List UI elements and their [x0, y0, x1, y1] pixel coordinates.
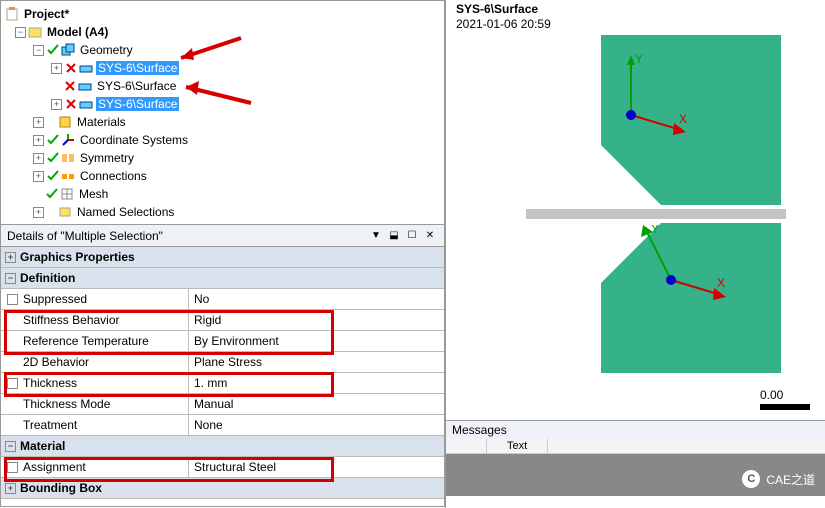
check-icon: [45, 187, 59, 201]
pin-icon[interactable]: ⬓: [386, 228, 402, 244]
materials-icon: [58, 115, 72, 129]
graphics-viewport[interactable]: SYS-6\Surface 2021-01-06 20:59 YX YX 0.0…: [446, 0, 825, 420]
x-icon: [64, 97, 78, 111]
checkbox[interactable]: [7, 294, 18, 305]
x-icon: [64, 61, 78, 75]
coords-label: Coordinate Systems: [78, 133, 190, 147]
viewport-date: 2021-01-06 20:59: [456, 17, 551, 31]
expander-icon[interactable]: +: [33, 153, 44, 164]
surface-label: SYS-6\Surface: [96, 97, 179, 111]
expander-icon[interactable]: −: [33, 45, 44, 56]
clipboard-icon: [5, 7, 19, 21]
row-treatment[interactable]: TreatmentNone: [1, 415, 444, 436]
messages-columns: Text: [446, 439, 825, 454]
tree-mesh[interactable]: Mesh: [5, 185, 444, 203]
viewport-title: SYS-6\Surface: [456, 2, 538, 16]
symmetry-icon: [61, 151, 75, 165]
surface-icon: [78, 79, 92, 93]
tree-model[interactable]: − Model (A4): [5, 23, 444, 41]
geometry-label: Geometry: [78, 43, 135, 57]
row-thickmode[interactable]: Thickness ModeManual: [1, 394, 444, 415]
triad-bottom: YX: [641, 225, 731, 305]
details-grid[interactable]: +Graphics Properties −Definition Suppres…: [0, 247, 445, 507]
surface-label: SYS-6\Surface: [95, 79, 178, 93]
svg-text:Y: Y: [635, 55, 643, 66]
model-label: Model (A4): [45, 25, 110, 39]
scale-bar: 0.00: [760, 388, 810, 410]
checkbox[interactable]: [7, 462, 18, 473]
expander-icon[interactable]: +: [33, 225, 44, 226]
messages-panel[interactable]: Messages Text C CAE之道: [446, 420, 825, 496]
triad-top: YX: [611, 55, 691, 135]
tree-symmetry[interactable]: + Symmetry: [5, 149, 444, 167]
expander-icon[interactable]: +: [33, 171, 44, 182]
axes-icon: [61, 133, 75, 147]
check-icon: [46, 133, 60, 147]
geometry-icon: [61, 43, 75, 57]
svg-text:X: X: [679, 112, 687, 126]
row-assignment[interactable]: AssignmentStructural Steel: [1, 457, 444, 478]
expander-icon[interactable]: +: [33, 207, 44, 218]
tree-materials[interactable]: + Materials: [5, 113, 444, 131]
watermark: C CAE之道: [742, 470, 815, 488]
check-icon: [46, 169, 60, 183]
mesh-icon: [60, 187, 74, 201]
details-title: Details of "Multiple Selection": [7, 229, 163, 243]
x-icon: [63, 79, 77, 93]
model-icon: [28, 25, 42, 39]
tree-coords[interactable]: + Coordinate Systems: [5, 131, 444, 149]
expander-icon[interactable]: +: [51, 99, 62, 110]
group-definition[interactable]: −Definition: [1, 268, 444, 289]
svg-text:X: X: [717, 276, 725, 290]
svg-text:T: T: [64, 223, 72, 225]
expander-icon[interactable]: +: [33, 117, 44, 128]
check-icon: [46, 43, 60, 57]
row-2dbehavior[interactable]: 2D BehaviorPlane Stress: [1, 352, 444, 373]
group-bbox[interactable]: +Bounding Box: [1, 478, 444, 499]
tree-project[interactable]: Project*: [5, 5, 444, 23]
checkbox[interactable]: [7, 378, 18, 389]
expander-icon[interactable]: +: [51, 63, 62, 74]
tree-surface-1[interactable]: + SYS-6\Surface: [5, 59, 444, 77]
tree-geometry[interactable]: − Geometry: [5, 41, 444, 59]
messages-body: C CAE之道: [446, 454, 825, 496]
connections-label: Connections: [78, 169, 149, 183]
tree-surface-2[interactable]: SYS-6\Surface: [5, 77, 444, 95]
surface-icon: [79, 97, 93, 111]
static-label: Static Structural (A5): [78, 223, 201, 225]
tree-surface-3[interactable]: + SYS-6\Surface: [5, 95, 444, 113]
connections-icon: [61, 169, 75, 183]
tree-named[interactable]: + Named Selections: [5, 203, 444, 221]
outline-tree[interactable]: Project* − Model (A4) − Geometry + SYS-6…: [0, 0, 445, 225]
check-icon: [46, 151, 60, 165]
tree-static[interactable]: + T Static Structural (A5): [5, 221, 444, 225]
row-reftemp[interactable]: Reference TemperatureBy Environment: [1, 331, 444, 352]
mesh-label: Mesh: [77, 187, 110, 201]
surface-label: SYS-6\Surface: [96, 61, 179, 75]
watermark-icon: C: [742, 470, 760, 488]
row-suppressed[interactable]: SuppressedNo: [1, 289, 444, 310]
named-icon: [58, 205, 72, 219]
row-thickness[interactable]: Thickness1. mm: [1, 373, 444, 394]
close-icon[interactable]: ✕: [422, 228, 438, 244]
named-label: Named Selections: [75, 205, 176, 219]
messages-title: Messages: [446, 421, 825, 439]
tree-connections[interactable]: + Connections: [5, 167, 444, 185]
group-material[interactable]: −Material: [1, 436, 444, 457]
dropdown-icon[interactable]: ▼: [368, 228, 384, 244]
row-stiffness[interactable]: Stiffness BehaviorRigid: [1, 310, 444, 331]
surface-icon: [79, 61, 93, 75]
expander-icon[interactable]: +: [33, 135, 44, 146]
symmetry-label: Symmetry: [78, 151, 136, 165]
project-label: Project*: [22, 7, 71, 21]
materials-label: Materials: [75, 115, 128, 129]
geometry-plate: [526, 209, 786, 219]
group-graphics[interactable]: +Graphics Properties: [1, 247, 444, 268]
details-titlebar[interactable]: Details of "Multiple Selection" ▼ ⬓ ☐ ✕: [0, 225, 445, 247]
static-icon: T: [61, 223, 75, 225]
window-icon[interactable]: ☐: [404, 228, 420, 244]
svg-text:Y: Y: [651, 225, 659, 236]
check-icon: [46, 223, 60, 225]
expander-icon[interactable]: −: [15, 27, 26, 38]
